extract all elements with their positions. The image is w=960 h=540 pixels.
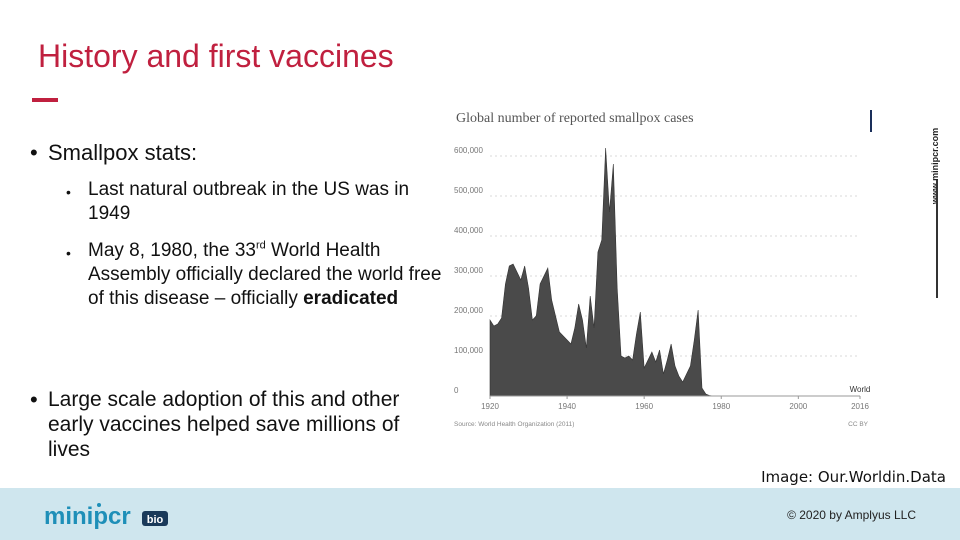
logo-dot-icon <box>97 503 101 507</box>
bullet-text: Last natural outbreak in the US was in 1… <box>88 179 410 224</box>
x-tick-label: 2016 <box>851 402 869 411</box>
x-tick-label: 1940 <box>558 402 576 411</box>
side-divider <box>936 180 938 298</box>
y-tick-label: 500,000 <box>454 186 483 195</box>
x-tick-label: 1980 <box>712 402 730 411</box>
footer: minipcr bio © 2020 by Amplyus LLC <box>0 488 960 540</box>
bullet-dot: • <box>66 245 71 261</box>
y-tick-label: 400,000 <box>454 226 483 235</box>
bullet-dot: • <box>30 387 38 412</box>
text-bold: eradicated <box>303 288 399 309</box>
chart-license: CC BY <box>848 421 869 428</box>
y-tick-label: 600,000 <box>454 146 483 155</box>
logo-badge-text: bio <box>147 514 164 526</box>
chart-svg: Global number of reported smallpox cases… <box>454 110 908 428</box>
chart-title: Global number of reported smallpox cases <box>456 111 694 126</box>
bullet-dot: • <box>30 140 38 165</box>
series-label: World <box>850 385 871 394</box>
series-area <box>489 147 860 397</box>
y-tick-label: 200,000 <box>454 306 483 315</box>
logo-badge-bg <box>142 511 168 526</box>
owid-badge-icon <box>870 110 908 132</box>
logo-text: minipcr <box>44 503 131 530</box>
image-caption: Image: Our.Worldin.Data <box>761 468 946 486</box>
minipcr-logo: minipcr bio <box>44 503 168 530</box>
side-url-text: www.minipcr.com <box>930 128 940 205</box>
y-tick-label: 300,000 <box>454 266 483 275</box>
copyright-text: © 2020 by Amplyus LLC <box>787 508 916 522</box>
text-pre: May 8, 1980, the 33 <box>88 240 256 261</box>
x-tick-label: 1920 <box>481 402 499 411</box>
y-tick-label: 0 <box>454 386 459 395</box>
bullet-text: Large scale adoption of this and other e… <box>48 388 400 461</box>
y-tick-label: 100,000 <box>454 346 483 355</box>
text-post: World Health Assembly officially declare… <box>88 240 442 309</box>
side-url: www.minipcr.com <box>930 128 940 205</box>
x-tick-label: 1960 <box>635 402 653 411</box>
chart-source: Source: World Health Organization (2011) <box>454 421 574 428</box>
bullet-dot: • <box>66 184 71 200</box>
superscript: rd <box>255 239 266 252</box>
bullet-text: Smallpox stats: <box>48 140 198 165</box>
title-underline <box>32 98 58 102</box>
x-tick-label: 2000 <box>789 402 807 411</box>
bullet-text: May 8, 1980, the 33rd World Health Assem… <box>88 239 444 311</box>
smallpox-chart: Global number of reported smallpox cases… <box>444 100 908 438</box>
slide-title: History and first vaccines <box>38 38 394 74</box>
